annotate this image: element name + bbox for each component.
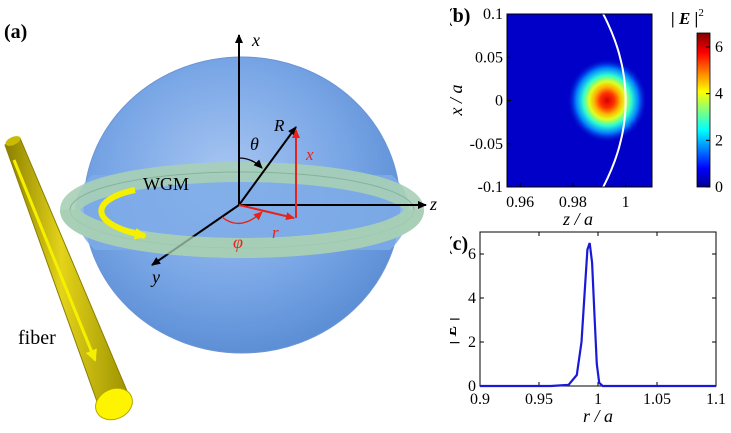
- y-axis-label: y: [150, 267, 160, 287]
- fiber-end: [95, 387, 133, 421]
- heatmap-y-tick-label: 0.05: [475, 49, 503, 66]
- theta-label: θ: [250, 134, 259, 154]
- phi-label: φ: [233, 232, 243, 252]
- panel-a-illustration: (a) x z y R θ x r φ WGM fiber: [4, 21, 437, 421]
- red-r-label: r: [272, 223, 279, 242]
- theta-arc: [238, 157, 263, 169]
- lineplot-series: [480, 242, 716, 388]
- heatmap-y-tick-label: -0.1: [478, 179, 503, 196]
- lineplot-y-tick-label: 4: [468, 290, 476, 307]
- red-x-label: x: [305, 145, 314, 164]
- colorbar-tick-label: 2: [715, 132, 723, 149]
- lineplot-y-tick-label: 2: [468, 334, 476, 351]
- lineplot-x-tick-label: 1.05: [643, 391, 671, 408]
- heatmap-x-tick-label: 0.98: [559, 194, 587, 211]
- fiber: [4, 136, 133, 421]
- lineplot-y-label-main: | E |: [450, 317, 460, 344]
- heatmap-y-tick-label: 0: [495, 93, 503, 110]
- colorbar-title: | E |2: [671, 7, 704, 28]
- lineplot-x-tick-label: 1: [594, 391, 602, 408]
- lineplot-x-label: r / a: [583, 406, 613, 426]
- heatmap-x-tick-label: 1: [622, 194, 630, 211]
- x-axis-label: x: [251, 30, 260, 50]
- panel-b-heatmap: (b) 0.96 0.98 1 0.1 0.05 0 -0.05 -0.1 z / a x …: [446, 5, 723, 229]
- sphere-equator-bulge: [75, 175, 410, 250]
- lineplot-x-tick-label: 0.95: [525, 391, 553, 408]
- lineplot-x-ticks: 0.9 0.95 1 1.05 1.1: [470, 232, 726, 408]
- panel-c-label: (c): [450, 233, 468, 255]
- y-axis-line: [151, 204, 240, 266]
- colorbar-ticks: 6 4 2 0: [706, 39, 723, 196]
- fiber-light-arrow: [12, 159, 97, 362]
- heatmap-y-label: x / a: [450, 85, 466, 117]
- wgm-label: WGM: [143, 174, 189, 194]
- lineplot-frame: [479, 231, 717, 387]
- panel-b-label: (b): [450, 5, 470, 27]
- lineplot-y-tick-label: 0: [468, 378, 476, 395]
- heatmap-x-tick-label: 0.96: [506, 194, 534, 211]
- wgm-direction-arrow: [98, 187, 147, 240]
- colorbar-tick-label: 0: [715, 179, 723, 196]
- colorbar-tick-label: 6: [715, 39, 723, 56]
- panel-a-label: (a): [4, 21, 27, 43]
- wgm-ring-front: [60, 208, 424, 258]
- panel-b: (b) 0.96 0.98 1 0.1 0.05 0 -0.05 -0.1 z / a x …: [446, 0, 731, 229]
- colorbar-title-exp: 2: [698, 7, 704, 19]
- lineplot-y-tick-label: 6: [468, 246, 476, 263]
- panel-a: (a) x z y R θ x r φ WGM fiber: [4, 21, 437, 421]
- r-vector-label: R: [273, 116, 285, 135]
- lineplot-y-label-exp: 2: [450, 312, 451, 318]
- heatmap-peak-spot: [567, 58, 648, 143]
- lineplot-x-tick-label: 0.9: [470, 391, 490, 408]
- z-axis-label: z: [429, 194, 437, 214]
- lineplot-x-tick-label: 1.1: [706, 391, 726, 408]
- heatmap-x-label: z / a: [562, 209, 593, 228]
- lineplot-y-label: | E |2: [450, 312, 460, 345]
- heatmap-y-ticks: 0.1 0.05 0 -0.05 -0.1: [470, 6, 511, 196]
- colorbar-title-main: | E |: [671, 9, 698, 28]
- r-vector-line: [238, 126, 297, 206]
- fiber-label: fiber: [18, 327, 56, 349]
- colorbar-tick-label: 4: [715, 86, 723, 103]
- heatmap-y-tick-label: 0.1: [483, 6, 503, 23]
- heatmap-boundary-curve: [602, 14, 627, 187]
- heatmap-y-tick-label: -0.05: [470, 136, 503, 153]
- red-r-projection: [238, 204, 295, 221]
- heatmap-x-ticks: 0.96 0.98 1: [506, 183, 630, 211]
- colorbar: [696, 32, 711, 188]
- phi-arc: [221, 211, 263, 224]
